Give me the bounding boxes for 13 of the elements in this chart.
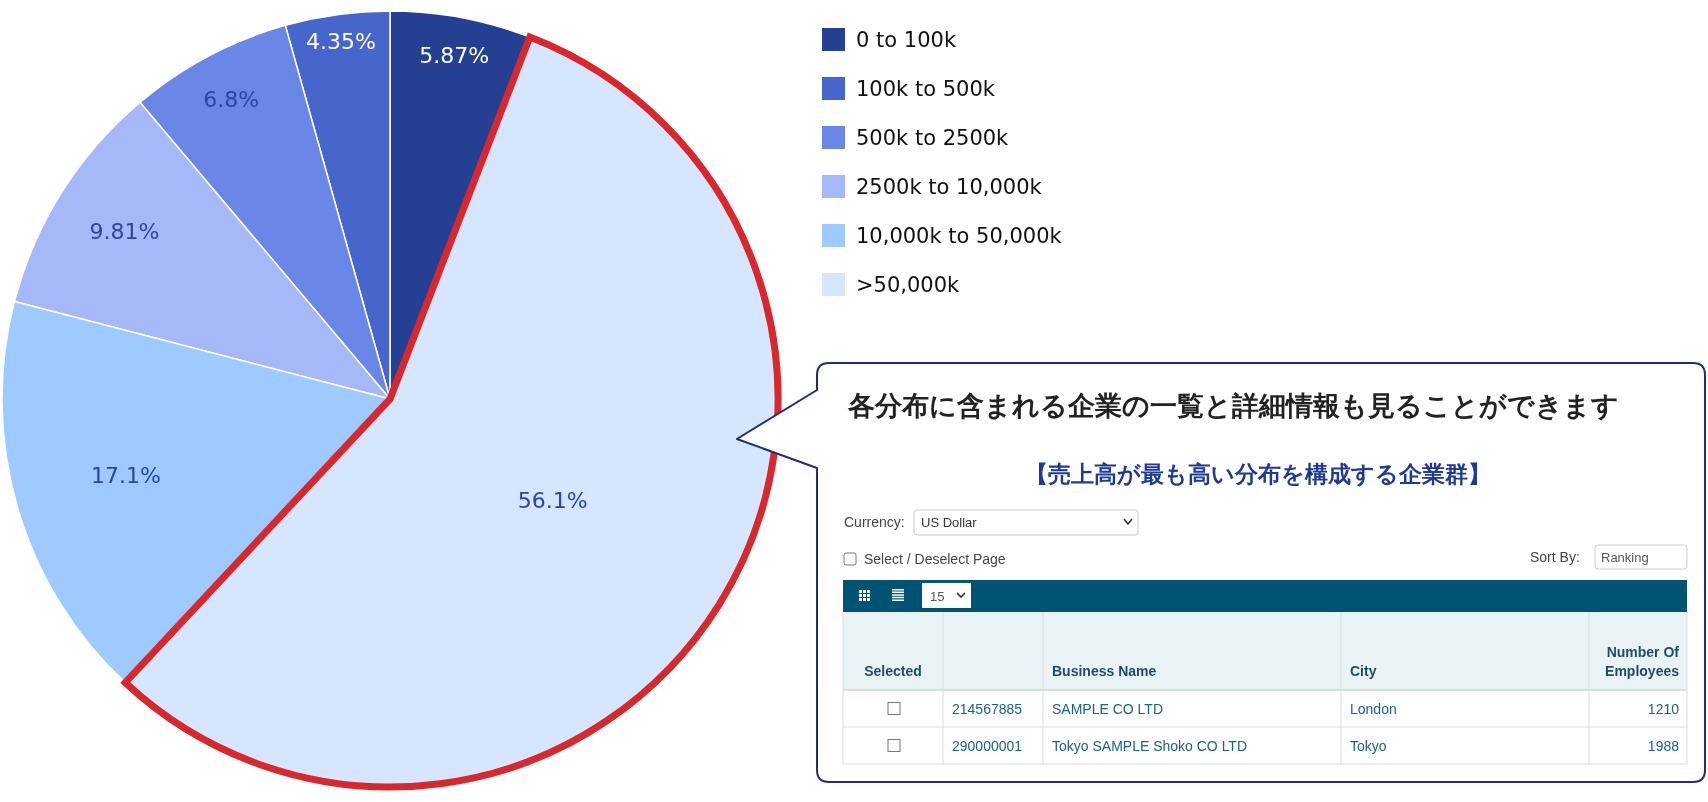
data-label: 4.35%: [305, 29, 376, 55]
legend-label: 500k to 2500k: [856, 126, 1010, 150]
legend-label: 100k to 500k: [856, 77, 996, 101]
callout: 各分布に含まれる企業の一覧と詳細情報も見ることができます 【売上高が最も高い分布を構成する企業群】 Currency: US Dollar Select / Deselect Page Sort By: Ranking 15 Selected Business Name City Number Of Employees 214567885 SAMPLE CO LTD London 1210 290000001 Tokyo SAMPLE Shoko CO LTD Tokyo 1988: [735, 362, 1706, 783]
data-label: 17.1%: [91, 463, 161, 489]
legend-label: 10,000k to 50,000k: [856, 224, 1063, 248]
legend-label: 2500k to 10,000k: [856, 175, 1043, 199]
data-label: 9.81%: [89, 219, 160, 245]
data-label: 56.1%: [517, 488, 588, 514]
data-label: 6.8%: [203, 86, 260, 112]
legend-label: >50,000k: [856, 273, 961, 297]
data-label: 5.87%: [419, 42, 490, 68]
legend-label: 0 to 100k: [856, 28, 957, 52]
